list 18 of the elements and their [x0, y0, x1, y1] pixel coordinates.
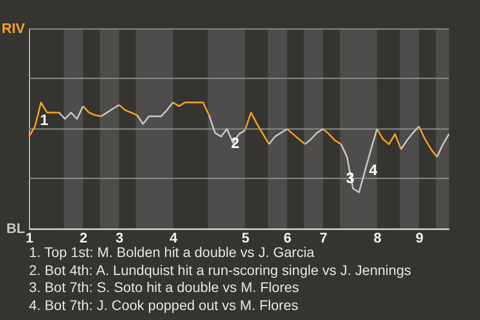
x-tick-label: 6	[284, 230, 292, 246]
annotation: 4	[369, 162, 378, 179]
x-tick-label: 3	[116, 230, 124, 246]
text: 4. Bot 7th: J. Cook popped out vs M. Flores	[29, 296, 300, 314]
x-tick-label: 2	[80, 230, 88, 246]
ref-line-label: BL	[6, 220, 26, 236]
x-tick-label: 8	[374, 230, 382, 246]
text: 2. Bot 4th: A. Lundquist hit a run-scoring single vs J. Jennings	[29, 262, 412, 279]
annotation: 2	[231, 135, 240, 152]
ref-line-label: RIV	[2, 20, 26, 36]
annotation: 1	[40, 112, 48, 129]
x-tick-label: 9	[416, 230, 424, 246]
text: 1. Top 1st: M. Bolden hit a double vs J. Garcia	[29, 244, 316, 262]
x-tick-label: 7	[320, 230, 328, 246]
x-tick-label: 5	[242, 230, 250, 246]
x-tick-label: 4	[170, 230, 178, 246]
x-tick-label: 1	[26, 230, 34, 246]
text: 3. Bot 7th: S. Soto hit a double vs M. Flores	[29, 279, 300, 296]
